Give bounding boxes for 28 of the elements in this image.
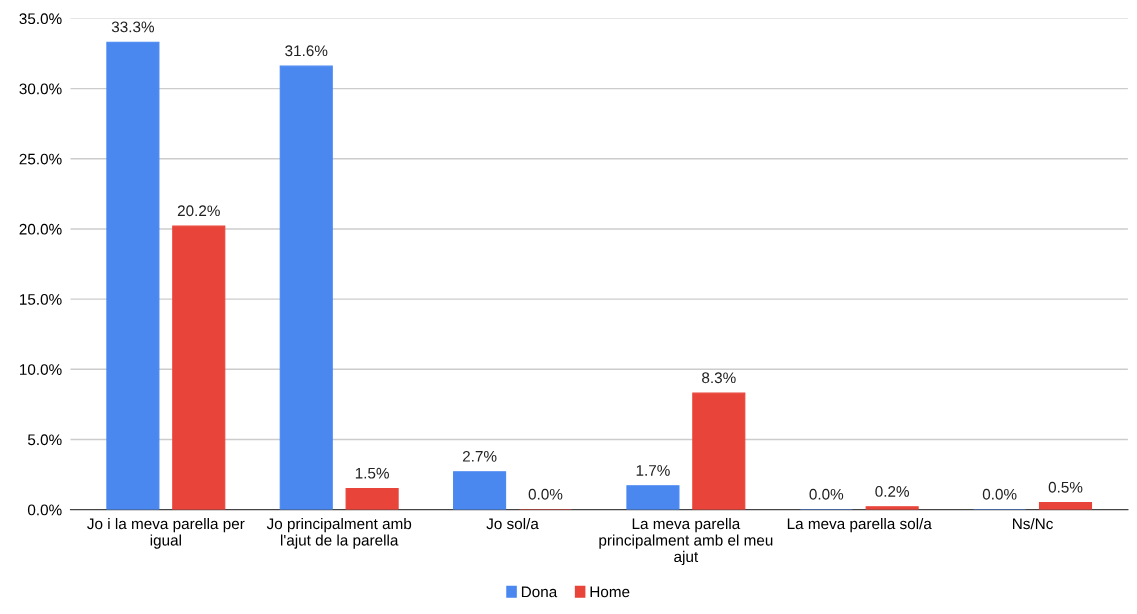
data-label: 20.2% <box>177 205 220 217</box>
y-tick-label: 25.0% <box>19 153 62 165</box>
data-label: 1.7% <box>636 465 670 476</box>
y-tick-label: 15.0% <box>20 293 62 305</box>
data-label: 1.5% <box>355 467 389 479</box>
y-tick-label: 20.0% <box>19 223 62 235</box>
data-label: 0.5% <box>1048 481 1083 493</box>
x-tick-label: Jo sol/a <box>486 517 539 530</box>
data-label: 31.6% <box>285 45 328 57</box>
y-tick-label: 35.0% <box>19 13 62 25</box>
x-tick-label: Jo principalment amb l'ajut de la parella <box>266 517 412 549</box>
data-label: 0.0% <box>982 488 1017 500</box>
data-label: 0.2% <box>875 486 910 497</box>
data-label: 0.0% <box>528 488 563 500</box>
x-tick-label: Ns/Nc <box>1013 517 1053 530</box>
data-label: 2.7% <box>462 450 497 462</box>
y-tick-label: 5.0% <box>27 434 62 446</box>
x-tick-label: Jo i la meva parella per igual <box>87 517 245 549</box>
x-tick-label: La meva parella principalment amb el meu ajut <box>599 517 773 566</box>
data-label: 33.3% <box>111 21 155 33</box>
legend-label: Dona <box>521 586 558 598</box>
data-label: 0.0% <box>809 488 844 500</box>
y-tick-label: 30.0% <box>19 83 62 95</box>
y-tick-label: 10.0% <box>20 364 62 375</box>
x-tick-label: La meva parella sol/a <box>787 517 932 533</box>
legend-label: Home <box>590 586 630 598</box>
data-label: 8.3% <box>702 372 736 384</box>
y-tick-label: 0.0% <box>27 504 62 516</box>
